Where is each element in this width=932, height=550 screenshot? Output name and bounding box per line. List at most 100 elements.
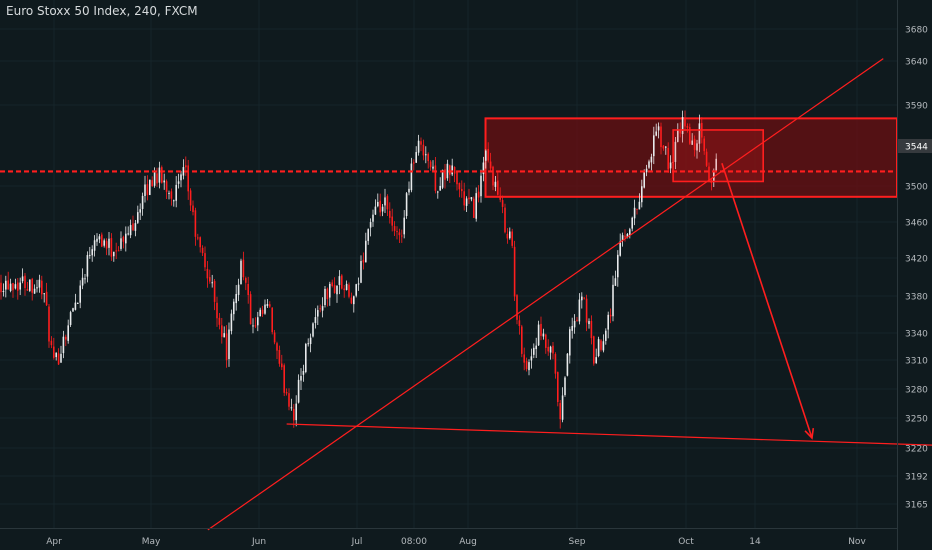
candle [117,246,120,252]
candle [24,272,26,296]
candle [504,203,506,234]
candle [98,234,101,244]
candle [655,123,657,137]
candle [465,196,468,213]
candle [146,175,149,201]
candle [247,276,249,304]
candle-body [302,371,305,375]
candle [218,312,221,330]
candle [511,228,513,249]
lower-support-line [286,423,932,446]
candle [569,326,571,364]
candle [0,274,2,300]
candle [605,328,607,345]
candle-body [585,298,588,323]
candle [437,190,439,199]
candle [650,153,653,171]
candle [499,187,501,203]
candle [317,305,319,326]
candle-body [396,231,398,233]
candle [129,219,132,239]
price-axis[interactable]: 3680 3640 3590 3544 3500 3460 3420 3380 3340 3310… [897,0,932,550]
candle [55,352,57,361]
candle-body [360,261,362,283]
candle-body [569,329,571,356]
candle [633,199,636,226]
candle-body [218,317,221,325]
candle-body [458,182,461,190]
candle [413,159,415,171]
candle [182,159,185,180]
candle [381,204,384,217]
candle-body [137,212,139,223]
candle-body [645,168,648,173]
candle-body [84,278,86,280]
candle-body [669,162,672,169]
candle-body [19,282,21,290]
price-tick-label: 3340 [905,330,928,340]
candle [528,359,530,376]
candle [331,279,333,288]
candle [497,172,499,196]
candle-body [547,346,549,352]
candle [14,278,17,290]
candle [300,368,302,390]
candle-body [264,304,266,314]
candle [693,135,696,157]
candle [451,158,453,177]
candle [305,342,307,374]
candle [281,354,283,371]
candle-body [413,162,415,164]
candle-body [665,146,667,148]
candle [513,240,516,302]
candle-body [708,166,710,181]
candle-body [93,240,96,251]
candle-body [266,304,269,307]
candle [29,279,31,293]
candle [314,308,317,329]
candle-body [300,376,302,381]
candle [295,395,297,427]
candle-body [53,346,55,358]
candle [444,164,446,189]
candle [67,319,69,344]
candle-body [595,357,597,363]
candle [636,208,638,215]
candle [653,126,655,165]
time-axis[interactable]: Apr May Jun Jul 08:00 Aug Sep Oct 14 Nov [0,528,897,548]
candle-body [461,188,463,192]
candle-body [333,285,336,293]
candle-body [62,336,65,354]
candle-body [573,320,576,328]
candle-body [120,238,122,249]
candle-body [132,223,134,231]
candle [353,295,355,313]
candle-body [259,309,261,317]
candle [439,177,441,191]
candle [657,122,660,139]
candle-body [377,201,379,207]
candle [271,307,273,335]
candle-body [168,192,170,194]
candle-body [216,302,218,319]
candle [429,160,432,171]
candle [206,261,209,288]
candle [175,176,177,208]
candle-body [470,197,473,200]
candle [458,182,461,198]
projection-arrow-head [804,427,815,440]
candle [19,277,21,296]
candle [494,175,497,192]
candle-body [89,254,91,256]
candle-body [187,165,189,192]
candle [665,145,667,155]
candle-body [597,339,600,357]
candle [158,161,161,189]
candle-body [653,135,655,157]
candle-body [417,140,420,153]
candle-body [667,147,669,170]
candle-body [643,170,645,188]
candle [81,268,84,290]
